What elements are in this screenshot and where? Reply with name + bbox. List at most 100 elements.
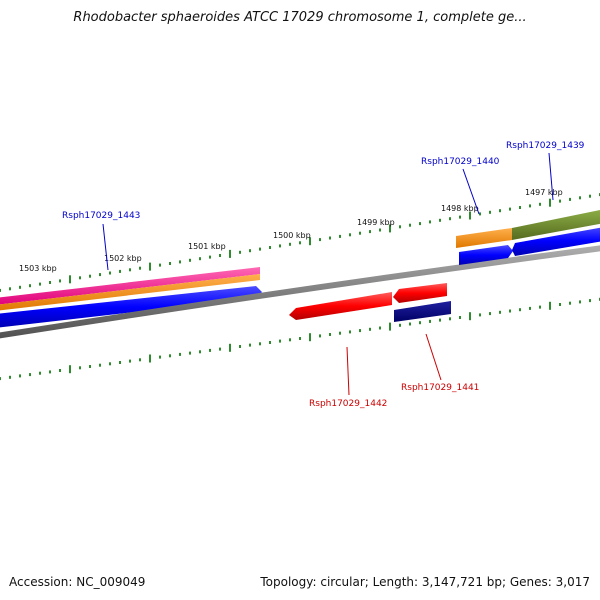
- outer-ruler-minor-tick: [419, 222, 421, 226]
- gene-label-1441[interactable]: Rsph17029_1441: [401, 383, 479, 393]
- outer-ruler-minor-tick: [39, 282, 41, 286]
- outer-ruler-minor-tick: [79, 276, 81, 280]
- inner-ruler-major-tick: [309, 333, 311, 342]
- outer-ruler-minor-tick: [399, 225, 401, 229]
- inner-ruler-minor-tick: [299, 337, 301, 340]
- tick-label-1499: 1499 kbp: [357, 218, 395, 227]
- inner-ruler-minor-tick: [449, 317, 451, 321]
- gene-track-olive[interactable]: [512, 208, 600, 240]
- gene-track-pink[interactable]: [0, 267, 260, 305]
- inner-ruler-minor-tick: [569, 301, 571, 305]
- cds-rsph17029-1440[interactable]: [459, 245, 513, 265]
- cds-rsph17029-1441[interactable]: [393, 283, 447, 303]
- outer-ruler-minor-tick: [259, 247, 261, 251]
- callout-line-1440: [462, 168, 480, 215]
- tick-label-1500: 1500 kbp: [273, 231, 311, 240]
- outer-ruler-minor-tick: [19, 285, 21, 289]
- cds-rsph17029-1442[interactable]: [289, 292, 392, 320]
- inner-ruler-minor-tick: [359, 329, 361, 333]
- outer-ruler-minor-tick: [49, 281, 51, 284]
- accession-info: Accession: NC_009049: [9, 575, 146, 589]
- outer-ruler-minor-tick: [209, 255, 211, 259]
- cds-rsph17029-1439[interactable]: [512, 226, 600, 256]
- tick-label-1502: 1502 kbp: [104, 254, 142, 263]
- inner-ruler-minor-tick: [329, 333, 331, 336]
- outer-ruler-major-tick: [309, 237, 311, 246]
- gene-label-1443[interactable]: Rsph17029_1443: [62, 211, 140, 221]
- inner-ruler-minor-tick: [19, 374, 21, 378]
- map-title: Rhodobacter sphaeroides ATCC 17029 chrom…: [73, 10, 527, 25]
- outer-ruler-minor-tick: [269, 246, 271, 249]
- outer-ruler-minor-tick: [589, 194, 591, 198]
- outer-ruler-minor-tick: [159, 263, 161, 267]
- callout-line-1439: [548, 152, 554, 201]
- inner-ruler-minor-tick: [349, 330, 351, 334]
- outer-ruler-minor-tick: [109, 271, 111, 275]
- outer-ruler-minor-tick: [409, 223, 411, 227]
- inner-ruler-major-tick: [149, 354, 151, 363]
- inner-ruler-minor-tick: [259, 342, 261, 346]
- tick-label-1501: 1501 kbp: [188, 242, 226, 251]
- inner-ruler-minor-tick: [249, 343, 251, 347]
- cds-rsph17029-1443[interactable]: [0, 286, 262, 328]
- inner-ruler-minor-tick: [479, 313, 481, 317]
- inner-ruler-minor-tick: [89, 365, 91, 368]
- inner-ruler-minor-tick: [339, 331, 341, 335]
- outer-ruler-minor-tick: [519, 206, 521, 209]
- genome-summary: Topology: circular; Length: 3,147,721 bp…: [260, 575, 590, 589]
- outer-ruler-minor-tick: [359, 231, 361, 235]
- inner-ruler-major-tick: [469, 312, 471, 321]
- inner-ruler-minor-tick: [169, 354, 171, 358]
- inner-ruler-minor-tick: [379, 326, 381, 330]
- outer-ruler-minor-tick: [539, 202, 541, 206]
- inner-ruler-minor-tick: [0, 377, 1, 381]
- inner-ruler-minor-tick: [459, 316, 461, 319]
- outer-ruler-minor-tick: [529, 204, 531, 208]
- outer-ruler-minor-tick: [339, 234, 341, 238]
- outer-ruler-minor-tick: [509, 207, 511, 211]
- outer-ruler-minor-tick: [319, 238, 321, 242]
- outer-ruler-minor-tick: [479, 212, 481, 216]
- outer-ruler-minor-tick: [299, 241, 301, 245]
- inner-ruler-major-tick: [229, 343, 231, 352]
- outer-tick-ruler: [0, 193, 600, 292]
- inner-ruler-minor-tick: [439, 318, 441, 322]
- inner-ruler-minor-tick: [499, 310, 501, 314]
- gene-label-1439[interactable]: Rsph17029_1439: [506, 141, 585, 151]
- cds-rsph17029-1441-protein[interactable]: [394, 301, 451, 322]
- inner-ruler-minor-tick: [139, 358, 141, 362]
- outer-ruler-minor-tick: [0, 288, 1, 292]
- outer-ruler-minor-tick: [129, 268, 131, 272]
- gene-track-orange[interactable]: [0, 274, 260, 311]
- inner-ruler-major-tick: [389, 322, 391, 331]
- gene-label-1440[interactable]: Rsph17029_1440: [421, 157, 500, 167]
- inner-ruler-minor-tick: [179, 352, 181, 356]
- inner-ruler-minor-tick: [49, 370, 51, 374]
- inner-ruler-minor-tick: [419, 321, 421, 325]
- inner-ruler-minor-tick: [369, 327, 371, 331]
- outer-ruler-minor-tick: [139, 266, 141, 270]
- inner-ruler-minor-tick: [319, 334, 321, 338]
- inner-ruler-minor-tick: [429, 319, 431, 323]
- gene-label-1442[interactable]: Rsph17029_1442: [309, 399, 387, 409]
- inner-ruler-minor-tick: [209, 348, 211, 352]
- outer-ruler-major-tick: [229, 249, 231, 258]
- inner-ruler-minor-tick: [79, 366, 81, 370]
- outer-ruler-minor-tick: [179, 260, 181, 264]
- gene-track-orange-right[interactable]: [456, 228, 512, 248]
- inner-ruler-minor-tick: [219, 347, 221, 351]
- inner-ruler-minor-tick: [399, 323, 401, 327]
- callout-line-1443: [102, 223, 109, 271]
- outer-ruler-minor-tick: [349, 233, 351, 237]
- outer-ruler-minor-tick: [329, 236, 331, 240]
- inner-ruler-minor-tick: [519, 308, 521, 312]
- outer-ruler-minor-tick: [189, 258, 191, 262]
- tick-label-1498: 1498 kbp: [441, 204, 479, 213]
- outer-ruler-minor-tick: [459, 215, 461, 219]
- inner-ruler-minor-tick: [129, 359, 131, 363]
- outer-ruler-minor-tick: [499, 209, 501, 213]
- inner-ruler-minor-tick: [189, 351, 191, 355]
- inner-ruler-minor-tick: [199, 350, 201, 354]
